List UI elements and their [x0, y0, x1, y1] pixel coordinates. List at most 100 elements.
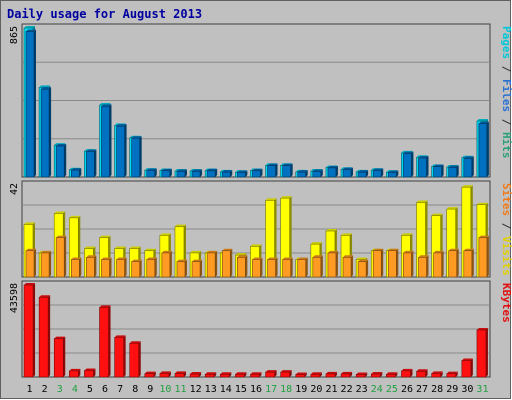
bar-kbytes-day-19 — [295, 374, 306, 378]
bar-files-day-24 — [372, 170, 382, 178]
bar-sites-day-18-side — [290, 257, 293, 277]
bar-sites-day-7-side — [124, 257, 127, 277]
bar-sites-day-9 — [146, 259, 156, 278]
bar-kbytes-day-14-top — [220, 372, 232, 375]
bar-kbytes-day-28-top — [431, 371, 443, 374]
bar-kbytes-day-15-side — [244, 372, 247, 377]
bar-sites-day-8 — [131, 261, 140, 278]
bar-files-day-12-side — [200, 169, 203, 177]
bar-kbytes-day-11-top — [175, 371, 187, 374]
bar-sites-day-1-side — [34, 248, 36, 277]
bar-files-day-29 — [448, 167, 458, 178]
bar-files-day-30-side — [471, 156, 474, 177]
bar-sites-day-3-top — [56, 235, 67, 238]
bar-visits-day-18-side — [289, 196, 292, 277]
bar-sites-day-25-side — [396, 248, 399, 277]
x-tick-label: 27 — [416, 384, 428, 395]
bar-visits-day-23-top — [356, 257, 368, 260]
bar-kbytes-day-8-side — [138, 341, 141, 377]
x-tick-label: 22 — [341, 384, 353, 395]
bar-files-day-10-top — [161, 168, 172, 171]
bar-files-day-7-top — [116, 124, 127, 127]
bar-files-day-27 — [418, 157, 427, 178]
bar-visits-day-15-top — [235, 253, 247, 256]
bar-sites-day-27-top — [418, 255, 429, 258]
x-tick-label: 30 — [461, 384, 473, 395]
x-tick-label: 29 — [446, 384, 458, 395]
bar-sites-day-6 — [101, 259, 110, 278]
bar-files-day-19 — [297, 171, 307, 178]
x-tick-label: 21 — [325, 384, 337, 395]
bar-kbytes-day-30 — [461, 360, 472, 378]
bar-visits-day-28-top — [431, 213, 443, 216]
bar-kbytes-day-26-side — [410, 368, 413, 377]
bar-kbytes-day-27-side — [425, 369, 428, 377]
x-tick-label: 28 — [431, 384, 443, 395]
bar-kbytes-day-29-side — [455, 371, 458, 377]
bar-files-day-4-side — [79, 168, 82, 177]
bar-kbytes-day-11-side — [184, 371, 187, 377]
bar-kbytes-day-6-top — [99, 305, 111, 308]
bar-files-day-23 — [357, 171, 367, 178]
bar-files-day-6 — [101, 106, 110, 178]
bar-files-day-20-side — [320, 169, 323, 177]
x-axis-day-labels: 1 2 3 4 5 6 7 8 9 10 11 12 13 14 15 16 17 18 19 20 21 22 23 24 2… — [27, 384, 489, 395]
bar-kbytes-day-8 — [129, 342, 140, 378]
bar-files-day-21-side — [335, 165, 338, 177]
bar-kbytes-day-17-side — [274, 370, 277, 377]
panel-middle: 42 Sites / Visits — [9, 180, 512, 278]
bar-kbytes-day-31 — [476, 329, 487, 378]
bar-sites-day-16 — [252, 259, 261, 278]
bar-kbytes-day-30-top — [461, 358, 473, 361]
x-tick-label: 12 — [190, 384, 202, 395]
bar-kbytes-day-25-side — [395, 372, 398, 377]
bar-visits-day-8-top — [129, 246, 141, 249]
bar-kbytes-day-22-top — [341, 371, 353, 374]
bar-kbytes-day-19-top — [295, 372, 307, 375]
bar-kbytes-day-18-top — [280, 370, 292, 373]
bar-sites-day-5-top — [86, 255, 97, 258]
bar-visits-day-3-top — [54, 211, 66, 214]
bar-sites-day-14-top — [222, 248, 233, 251]
bar-kbytes-day-20-top — [310, 372, 322, 375]
bar-kbytes-day-15 — [235, 373, 245, 378]
bar-sites-day-20-side — [320, 255, 323, 277]
bar-sites-day-12-side — [200, 259, 203, 277]
legend-label: Pages — [500, 26, 512, 59]
bar-kbytes-day-16-top — [250, 372, 262, 375]
bar-files-day-25-side — [396, 170, 399, 177]
bar-files-day-31-top — [478, 121, 489, 124]
bar-visits-day-22-top — [341, 233, 353, 236]
x-tick-label: 14 — [220, 384, 232, 395]
bar-files-day-27-side — [426, 156, 429, 177]
bar-sites-day-22-top — [343, 255, 354, 258]
bar-visits-day-1-top — [24, 222, 35, 225]
bar-sites-day-9-top — [146, 257, 157, 260]
bar-kbytes-day-20 — [310, 373, 321, 378]
bar-sites-day-13-side — [215, 250, 218, 277]
bar-files-day-13 — [206, 170, 216, 178]
bar-files-day-1-side — [34, 29, 36, 178]
bar-kbytes-day-24 — [370, 373, 381, 378]
bar-kbytes-day-12 — [189, 373, 200, 378]
bar-sites-day-26 — [403, 252, 412, 278]
legend-label: / — [500, 112, 512, 132]
bar-kbytes-day-9-side — [153, 371, 156, 377]
bar-sites-day-24-top — [373, 248, 384, 251]
bar-sites-day-20-top — [312, 255, 323, 258]
bar-files-day-11-top — [176, 169, 187, 172]
bar-kbytes-day-7-side — [123, 335, 126, 377]
bar-files-day-31 — [478, 123, 488, 178]
bar-visits-day-17-top — [265, 198, 277, 201]
bar-files-day-13-top — [207, 168, 218, 171]
bar-sites-day-28-top — [433, 250, 444, 253]
bar-sites-day-1 — [25, 250, 35, 278]
bar-sites-day-8-side — [139, 259, 142, 277]
bar-kbytes-day-8-top — [129, 341, 141, 344]
bar-files-day-14-side — [230, 170, 233, 177]
bar-kbytes-day-27 — [416, 371, 426, 378]
bar-kbytes-day-26-top — [401, 368, 413, 371]
x-tick-label: 24 — [371, 384, 383, 395]
bar-sites-day-18 — [282, 259, 291, 278]
